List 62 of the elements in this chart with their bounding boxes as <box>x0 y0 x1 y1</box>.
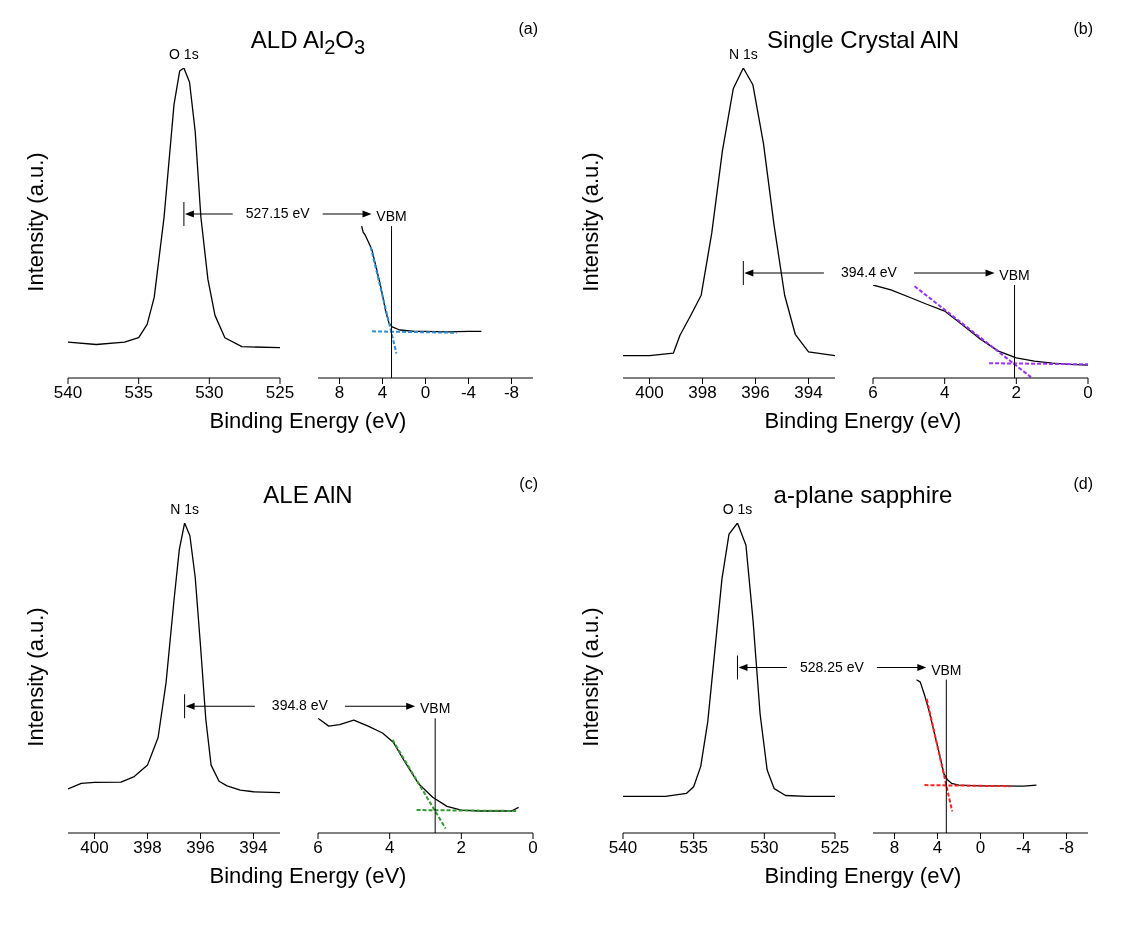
annotation: N 1s <box>169 501 200 517</box>
x-tick-label: 0 <box>1083 383 1093 403</box>
ref-line-label: VBM <box>376 208 407 225</box>
annotation: 527.15 eV <box>244 205 311 222</box>
x-tick-label: 400 <box>635 383 664 403</box>
x-tick-label: 4 <box>377 383 388 403</box>
x-tick-label: -4 <box>460 383 477 403</box>
x-tick-label: 2 <box>1011 383 1022 403</box>
x-tick-label: 530 <box>750 838 779 858</box>
x-tick-label: 398 <box>688 383 717 403</box>
y-axis-title: Intensity (a.u.) <box>23 151 49 294</box>
x-tick-label: 394 <box>794 383 823 403</box>
x-axis-title: Binding Energy (eV) <box>208 408 408 434</box>
x-tick-label: 6 <box>868 383 878 403</box>
text: (d) <box>1073 475 1093 493</box>
ref-line-label: VBM <box>420 700 451 717</box>
x-tick-label: 8 <box>889 838 900 858</box>
x-tick-label: -4 <box>1015 838 1032 858</box>
x-axis-title: Binding Energy (eV) <box>763 408 963 434</box>
x-tick-label: 540 <box>53 383 83 403</box>
x-tick-label: 540 <box>608 838 638 858</box>
x-tick-label: 0 <box>420 383 431 403</box>
x-tick-label: 0 <box>975 838 986 858</box>
x-tick-label: 6 <box>313 838 323 858</box>
annotation: 394.8 eV <box>270 697 329 714</box>
text: 394.4 eV <box>839 264 898 280</box>
x-tick-label: 4 <box>932 838 943 858</box>
annotation: 528.25 eV <box>798 658 865 675</box>
x-axis-title: Binding Energy (eV) <box>208 863 408 889</box>
text: (c) <box>519 475 538 493</box>
annotation: O 1s <box>722 501 753 517</box>
x-tick-label: -8 <box>503 383 520 403</box>
y-axis-title: Intensity (a.u.) <box>23 606 49 749</box>
x-tick-label: 394 <box>239 838 268 858</box>
annotation: N 1s <box>728 46 758 62</box>
x-tick-label: 530 <box>195 383 224 403</box>
x-tick-label: 400 <box>80 838 109 858</box>
chart-title: ALD Al$_{2}$O$_{3}$ <box>250 26 366 58</box>
x-tick-label: 8 <box>334 383 345 403</box>
x-tick-label: 4 <box>939 383 950 403</box>
annotation: O 1s <box>168 46 200 62</box>
x-tick-label: 535 <box>124 383 153 403</box>
x-axis-title: Binding Energy (eV) <box>763 863 963 889</box>
x-tick-label: 398 <box>133 838 162 858</box>
x-tick-label: 525 <box>820 838 850 858</box>
ref-line-label: VBM <box>999 267 1030 283</box>
x-tick-label: 535 <box>679 838 708 858</box>
x-tick-label: 525 <box>265 383 295 403</box>
chart-title: Single Crystal AlN <box>766 26 960 53</box>
x-tick-label: 396 <box>741 383 770 403</box>
text: (a) <box>518 20 538 38</box>
chart-title: a-plane sapphire <box>773 481 953 508</box>
text: (b) <box>1073 20 1093 38</box>
ref-line-label: VBM <box>931 661 962 678</box>
x-tick-label: 396 <box>186 838 215 858</box>
y-axis-title: Intensity (a.u.) <box>578 151 604 294</box>
x-tick-label: -8 <box>1058 838 1075 858</box>
y-axis-title: Intensity (a.u.) <box>578 606 604 749</box>
x-tick-label: 0 <box>528 838 538 858</box>
x-tick-label: 4 <box>384 838 395 858</box>
x-tick-label: 2 <box>456 838 467 858</box>
chart-title: ALE AlN <box>263 481 353 508</box>
